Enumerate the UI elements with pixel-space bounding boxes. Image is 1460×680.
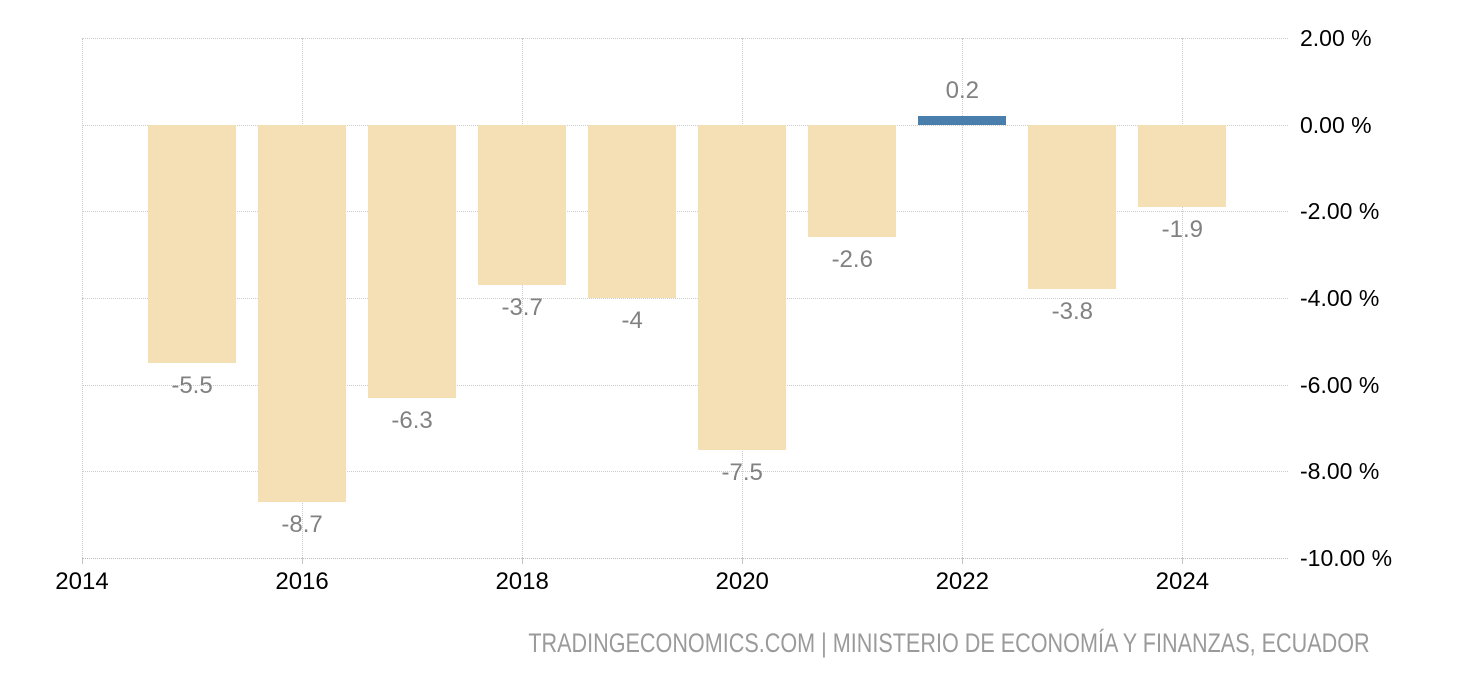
bar-value-label: -6.3 — [391, 406, 433, 434]
bar-value-label: -3.8 — [1051, 298, 1093, 326]
x-axis-label: 2024 — [1155, 568, 1210, 595]
y-axis-label: -10.00 % — [1300, 545, 1393, 571]
bar-value-label: 0.2 — [945, 77, 979, 104]
y-axis-label: -2.00 % — [1300, 198, 1380, 225]
bar-value-label: -4 — [621, 307, 643, 334]
bar-value-label: -2.6 — [831, 246, 873, 274]
bar-value-label: -1.9 — [1161, 216, 1204, 243]
x-axis-tick — [1182, 558, 1184, 564]
x-axis-label: 2020 — [715, 568, 769, 595]
bar-negative[interactable] — [1028, 124, 1117, 290]
bar-negative[interactable] — [588, 124, 677, 298]
x-axis-label: 2016 — [275, 568, 329, 595]
x-axis-line — [82, 558, 1288, 559]
y-axis-label: -6.00 % — [1300, 371, 1380, 398]
bar-negative[interactable] — [698, 124, 787, 450]
y-axis-label: 2.00 % — [1300, 25, 1372, 51]
x-axis-tick — [522, 558, 524, 564]
horizontal-gridline — [82, 211, 1288, 213]
bar-negative[interactable] — [1138, 124, 1227, 207]
bar-negative[interactable] — [808, 124, 897, 238]
bar-negative[interactable] — [478, 124, 567, 285]
bar-negative[interactable] — [368, 124, 457, 398]
bar-value-label: -5.5 — [171, 372, 213, 399]
x-axis-label: 2022 — [935, 568, 989, 595]
x-axis-tick — [302, 558, 304, 564]
horizontal-gridline — [82, 124, 1288, 126]
vertical-gridline — [522, 38, 524, 558]
horizontal-gridline — [82, 384, 1288, 386]
y-axis-label: -8.00 % — [1300, 458, 1380, 485]
horizontal-gridline — [82, 298, 1288, 299]
y-axis-label: -4.00 % — [1300, 285, 1380, 311]
horizontal-gridline — [82, 38, 1288, 39]
bar-value-label: -8.7 — [281, 510, 323, 538]
x-axis-label: 2014 — [55, 568, 109, 595]
bar-value-label: -3.7 — [501, 294, 543, 321]
vertical-gridline — [1182, 38, 1184, 558]
horizontal-gridline — [82, 471, 1288, 473]
vertical-gridline — [962, 38, 964, 558]
x-axis-label: 2018 — [495, 568, 549, 595]
vertical-gridline — [82, 38, 83, 558]
x-axis-tick — [82, 558, 83, 564]
x-axis-tick — [962, 558, 964, 564]
y-axis-label: 0.00 % — [1300, 111, 1372, 138]
bar-negative[interactable] — [258, 124, 347, 502]
bar-positive[interactable] — [918, 116, 1007, 125]
source-attribution: TRADINGECONOMICS.COM | MINISTERIO DE ECO… — [528, 628, 1370, 658]
bar-negative[interactable] — [148, 124, 237, 363]
x-axis-tick — [742, 558, 744, 564]
bar-value-label: -7.5 — [721, 458, 763, 486]
